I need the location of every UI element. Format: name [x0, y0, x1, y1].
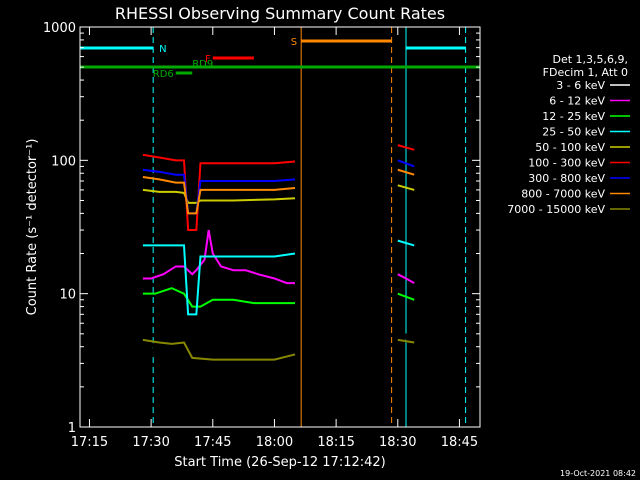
flag-label-N: N [159, 44, 166, 55]
series-line-5 [142, 144, 415, 232]
legend: Det 1,3,5,6,9,FDecim 1, Att 03 - 6 keV 6 … [507, 53, 630, 216]
legend-label-7: 800 - 7000 keV [521, 188, 605, 201]
legend-header-0: Det 1,3,5,6,9, [552, 53, 628, 66]
x-tick-label-4: 18:15 [317, 435, 354, 450]
x-tick-label-5: 18:30 [379, 435, 416, 450]
y-tick-label-0: 1 [68, 421, 76, 436]
series-line-2 [142, 287, 415, 308]
chart-title: RHESSI Observing Summary Count Rates [115, 4, 445, 23]
y-tick-label-3: 1000 [43, 21, 76, 36]
y-tick-label-2: 100 [51, 154, 76, 169]
flag-label-S: S [291, 37, 297, 48]
legend-label-4: 50 - 100 keV [535, 141, 605, 154]
series-line-0 [141, 264, 416, 388]
x-tick-label-0: 17:15 [71, 435, 108, 450]
series-line-3 [142, 239, 415, 316]
legend-label-2: 12 - 25 keV [542, 110, 605, 123]
legend-label-3: 25 - 50 keV [542, 126, 605, 139]
legend-label-5: 100 - 300 keV [528, 157, 605, 170]
flag-label-RD6: RD6 [153, 69, 174, 80]
x-tick-label-1: 17:30 [132, 435, 169, 450]
series-line-8 [142, 338, 415, 361]
series-line-7 [142, 168, 415, 215]
series-line-1 [142, 229, 415, 285]
x-tick-label-6: 18:45 [441, 435, 478, 450]
x-tick-label-3: 18:00 [256, 435, 293, 450]
legend-label-0: 3 - 6 keV [556, 79, 605, 92]
x-axis-label: Start Time (26-Sep-12 17:12:42) [174, 455, 385, 470]
plot-frame [79, 26, 481, 428]
legend-label-8: 7000 - 15000 keV [507, 203, 605, 216]
legend-label-6: 300 - 800 keV [528, 172, 605, 185]
timestamp-footer: 19-Oct-2021 08:42 [560, 469, 636, 478]
x-tick-label-2: 17:45 [194, 435, 231, 450]
legend-label-1: 6 - 12 keV [549, 95, 605, 108]
series-line-4 [142, 184, 415, 204]
axis-layer: 17:15 17:30 17:45 18:00 18:15 18:30 18:45 1 10 10… [43, 21, 480, 450]
legend-header-1: FDecim 1, Att 0 [543, 66, 628, 79]
y-axis-label: Count Rate (s⁻¹ detector⁻¹) [25, 139, 40, 316]
y-tick-label-1: 10 [59, 288, 76, 303]
flag-label-RD9: RD9 [192, 59, 213, 70]
flag-label-F: F [205, 54, 211, 65]
